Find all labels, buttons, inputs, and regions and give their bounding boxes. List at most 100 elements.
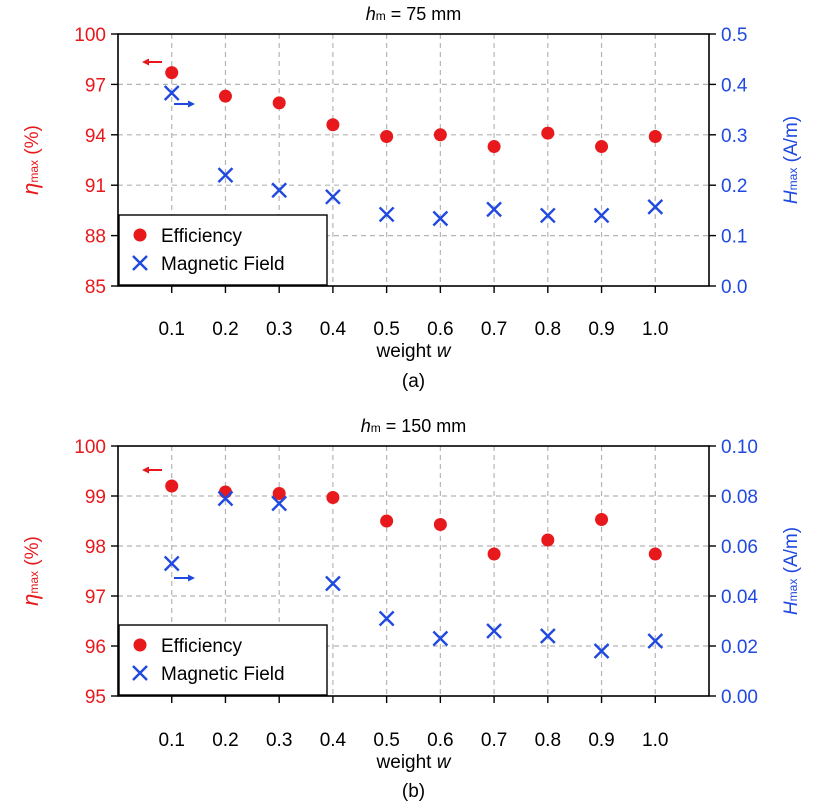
x-tick-label: 0.9 (588, 730, 614, 751)
magnetic-field-point (325, 188, 341, 205)
y-right-tick-label: 0.04 (721, 587, 758, 608)
title-subscript: m (376, 9, 386, 23)
x-tick-label: 0.4 (320, 730, 347, 751)
magnetic-field-point (271, 182, 288, 199)
y-left-tick-label: 98 (85, 537, 106, 558)
panel-caption: (a) (402, 371, 425, 392)
magnetic-field-point (486, 623, 502, 639)
efficiency-point (218, 89, 232, 103)
y-left-tick-label: 91 (85, 176, 106, 197)
x-tick-label: 0.1 (159, 730, 185, 751)
efficiency-point (165, 479, 179, 493)
efficiency-point (380, 129, 394, 143)
x-tick-label: 0.2 (212, 730, 238, 751)
y-left-tick-label: 88 (85, 227, 106, 248)
y-left-tick-label: 96 (85, 637, 106, 658)
x-label-variable: w (437, 341, 452, 362)
y-right-tick-label: 0.4 (721, 75, 748, 96)
series-magnetic-field (163, 85, 664, 227)
chart-title: hm = 75 mm (366, 4, 462, 24)
legend-entry-label: Magnetic Field (161, 664, 285, 685)
plot-frame (117, 33, 710, 287)
x-tick-label: 0.6 (427, 319, 453, 340)
magnetic-field-point (432, 630, 449, 647)
left-axis-arrowhead (142, 58, 149, 66)
efficiency-point (541, 533, 555, 547)
magnetic-field-point (271, 495, 288, 512)
magnetic-field-point (432, 210, 449, 227)
efficiency-point (272, 96, 286, 110)
y-left-subscript: max (27, 160, 41, 183)
y-left-symbol: η (18, 594, 43, 606)
legend-efficiency-marker (133, 228, 147, 242)
x-label-text: weight (376, 752, 437, 773)
y-left-tick-label: 97 (85, 587, 106, 608)
x-tick-label: 1.0 (642, 730, 668, 751)
y-right-tick-label: 0.0 (721, 277, 747, 298)
legend-magnetic-field-marker (132, 665, 148, 681)
efficiency-point (595, 513, 609, 526)
y-left-axis-label: ηmax (%) (18, 125, 43, 195)
x-tick-label: 0.1 (159, 319, 185, 340)
y-right-tick-label: 0.10 (721, 437, 758, 458)
magnetic-field-point (378, 206, 395, 223)
x-tick-label: 0.5 (373, 319, 399, 340)
series-magnetic-field (163, 490, 664, 659)
magnetic-field-point (163, 555, 180, 572)
y-left-subscript: max (27, 571, 41, 594)
efficiency-point (648, 129, 662, 143)
series-efficiency (165, 66, 662, 154)
chart-title: hm = 150 mm (361, 416, 467, 436)
y-left-symbol: η (18, 183, 43, 195)
x-label-variable: w (437, 752, 452, 773)
y-left-unit: (%) (22, 536, 43, 571)
y-right-tick-label: 0.5 (721, 25, 747, 46)
efficiency-point (648, 547, 662, 561)
chart-panel-1: 0.1 0.2 0.3 0.4 0.5 0.6 0.7 0.8 0.9 1.0 85 88 91 94 97… (18, 4, 802, 392)
y-left-tick-label: 95 (85, 687, 106, 708)
magnetic-field-point (325, 575, 341, 592)
magnetic-field-point (539, 207, 556, 224)
magnetic-field-point (647, 199, 664, 215)
x-tick-label: 0.8 (535, 730, 561, 751)
efficiency-point (165, 66, 179, 80)
y-left-tick-label: 100 (74, 437, 106, 458)
right-axis-arrowhead (188, 100, 195, 108)
efficiency-point (487, 547, 501, 561)
x-tick-label: 0.9 (588, 319, 614, 340)
y-left-tick-label: 97 (85, 75, 106, 96)
title-subscript: m (371, 421, 381, 435)
efficiency-point (595, 140, 609, 154)
efficiency-point (433, 128, 447, 142)
title-text: = 75 mm (386, 4, 462, 24)
magnetic-field-point (647, 633, 664, 649)
y-right-axis-label: Hmax (A/m) (781, 116, 802, 204)
y-right-subscript: max (786, 579, 800, 602)
y-right-tick-label: 0.06 (721, 537, 758, 558)
legend-magnetic-field-marker (132, 255, 148, 271)
magnetic-field-point (217, 167, 234, 183)
title-text: = 150 mm (381, 416, 467, 436)
x-tick-label: 0.4 (320, 319, 347, 340)
efficiency-point (433, 518, 447, 531)
y-left-axis-label: ηmax (%) (18, 536, 43, 606)
title-variable: h (361, 416, 371, 436)
y-left-tick-label: 85 (85, 277, 106, 298)
magnetic-field-point (593, 643, 610, 659)
magnetic-field-point (486, 201, 502, 218)
left-axis-arrowhead (142, 466, 149, 474)
efficiency-point (487, 140, 501, 154)
y-left-tick-label: 100 (74, 25, 106, 46)
y-left-unit: (%) (22, 125, 43, 160)
x-tick-label: 1.0 (642, 319, 668, 340)
efficiency-point (218, 485, 232, 499)
legend: Efficiency Magnetic Field (118, 624, 328, 696)
legend-entry-label: Magnetic Field (161, 254, 285, 275)
y-right-tick-label: 0.2 (721, 176, 747, 197)
y-right-tick-label: 0.02 (721, 637, 758, 658)
efficiency-point (272, 487, 286, 500)
magnetic-field-point (593, 207, 610, 224)
efficiency-point (541, 126, 555, 140)
legend-box (118, 624, 328, 696)
